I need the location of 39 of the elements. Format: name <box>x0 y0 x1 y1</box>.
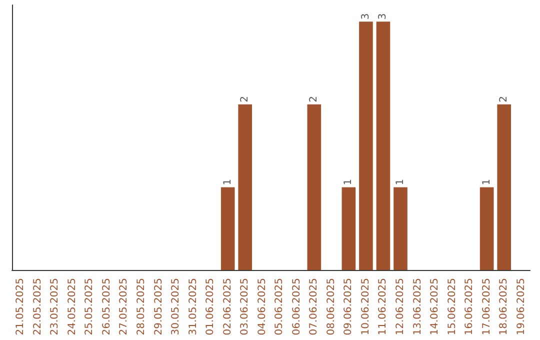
x-tick-label: 11.06.2025 <box>378 278 389 336</box>
x-tick-label: 15.06.2025 <box>446 278 458 336</box>
data-label: 1 <box>222 178 234 186</box>
x-tick-label: 22.05.2025 <box>32 278 44 336</box>
x-tick-label: 21.05.2025 <box>15 278 26 336</box>
data-label: 1 <box>343 178 354 186</box>
x-tick-label: 16.06.2025 <box>464 278 476 336</box>
x-tick-label: 17.06.2025 <box>481 278 492 336</box>
x-tick-label: 07.06.2025 <box>308 278 320 336</box>
x-tick-label: 10.06.2025 <box>360 278 372 336</box>
x-tick-label: 06.06.2025 <box>291 278 302 336</box>
data-label: 2 <box>308 96 320 102</box>
x-tick-label: 05.06.2025 <box>274 278 286 336</box>
x-tick-label: 04.06.2025 <box>256 278 268 336</box>
data-label: 1 <box>481 178 492 186</box>
data-label: 2 <box>498 96 510 102</box>
x-tick-label: 03.06.2025 <box>240 278 251 336</box>
x-tick-label: 12.06.2025 <box>395 278 406 336</box>
x-tick-label: 08.06.2025 <box>326 278 337 336</box>
x-tick-label: 19.06.2025 <box>516 278 527 336</box>
x-tick-label: 26.05.2025 <box>101 278 112 336</box>
x-tick-label: 30.05.2025 <box>170 278 182 336</box>
x-tick-label: 23.05.2025 <box>50 278 61 336</box>
x-tick-label: 28.05.2025 <box>136 278 147 336</box>
x-tick-label: 27.05.2025 <box>118 278 130 336</box>
x-tick-label: 18.06.2025 <box>498 278 510 336</box>
x-tick-label: 14.06.2025 <box>430 278 441 336</box>
x-tick-label: 25.05.2025 <box>84 278 96 336</box>
x-tick-label: 01.06.2025 <box>205 278 216 336</box>
x-tick-label: 31.05.2025 <box>188 278 199 336</box>
data-label: 2 <box>240 96 251 102</box>
x-tick-label: 09.06.2025 <box>343 278 354 336</box>
data-label: 3 <box>378 13 389 20</box>
x-tick-label: 13.06.2025 <box>412 278 424 336</box>
data-label: 3 <box>360 13 372 20</box>
x-tick-label: 24.05.2025 <box>66 278 78 336</box>
x-tick-label: 29.05.2025 <box>153 278 164 336</box>
data-label: 1 <box>395 178 406 186</box>
x-tick-label: 02.06.2025 <box>222 278 234 336</box>
